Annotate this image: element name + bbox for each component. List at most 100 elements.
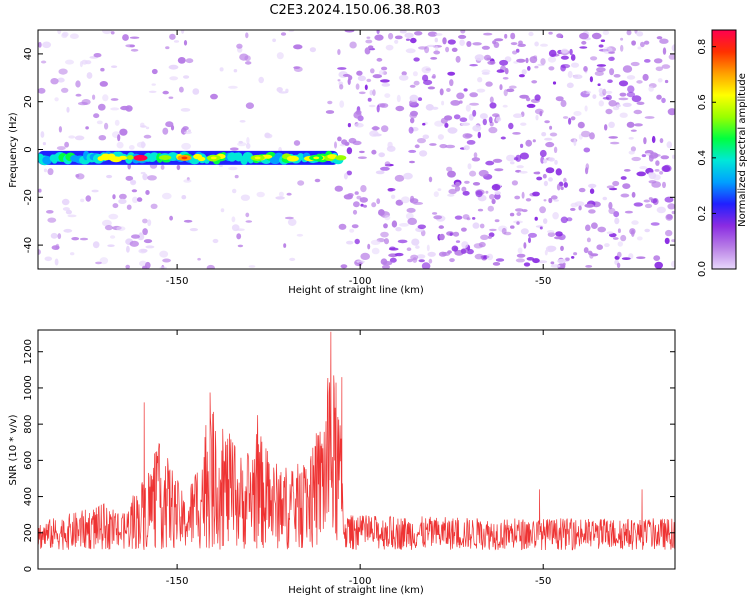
spectrogram-noise-blob <box>169 76 179 81</box>
spectrogram-noise-blob <box>125 44 136 48</box>
spectrogram-noise-blob <box>574 201 585 207</box>
spectrogram-noise-blob <box>560 216 568 224</box>
spectrogram-noise-blob <box>631 95 642 103</box>
spectrogram-noise-blob <box>240 194 250 201</box>
spectrogram-noise-blob <box>408 149 417 153</box>
spectrogram-noise-blob <box>586 237 591 243</box>
spectrogram-noise-blob <box>357 156 367 159</box>
spectrogram-noise-blob <box>339 84 344 90</box>
spectrogram-noise-blob <box>437 134 444 140</box>
spectrogram-noise-blob <box>666 214 673 220</box>
spectrogram-noise-blob <box>421 262 431 269</box>
spectrogram-noise-blob <box>631 40 636 46</box>
spectrogram-noise-blob <box>628 137 634 140</box>
spectrogram-noise-blob <box>550 261 555 265</box>
spectrogram-noise-blob <box>474 54 485 61</box>
spectrogram-noise-blob <box>636 31 644 37</box>
spectrogram-noise-blob <box>334 185 343 192</box>
spectrogram-noise-blob <box>181 142 192 150</box>
spectrogram-y-tick-label: -20 <box>23 189 34 205</box>
spectrogram-noise-blob <box>579 32 589 40</box>
spectrogram-noise-blob <box>417 97 423 101</box>
spectrogram-noise-blob <box>397 239 408 244</box>
spectrogram-noise-blob <box>418 259 425 263</box>
spectrogram-noise-blob <box>479 223 485 229</box>
spectrogram-noise-blob <box>548 49 557 58</box>
spectrogram-noise-blob <box>102 219 112 227</box>
spectrogram-noise-blob <box>482 118 487 126</box>
spectrogram-noise-blob <box>162 90 169 95</box>
spectrogram-noise-blob <box>102 30 112 35</box>
spectrogram-noise-blob <box>129 36 140 39</box>
band-peak-core <box>137 156 144 160</box>
spectrogram-noise-blob <box>413 57 420 62</box>
spectrogram-noise-blob <box>372 89 376 96</box>
spectrogram-noise-blob <box>528 232 537 238</box>
spectrogram-noise-blob <box>662 164 672 172</box>
spectrogram-noise-blob <box>636 171 646 177</box>
spectrogram-noise-blob <box>376 30 380 34</box>
spectrogram-noise-blob <box>644 59 651 63</box>
spectrogram-noise-blob <box>597 83 601 86</box>
colorbar-frame <box>711 29 737 270</box>
spectrogram-noise-blob <box>604 124 608 131</box>
spectrogram-noise-blob <box>588 183 597 188</box>
spectrogram-noise-blob <box>338 223 347 230</box>
spectrogram-noise-blob <box>543 180 549 187</box>
spectrogram-noise-blob <box>408 126 414 134</box>
spectrogram-noise-blob <box>567 70 573 79</box>
spectrogram-noise-blob <box>610 141 620 145</box>
spectrogram-noise-blob <box>502 77 509 80</box>
spectrogram-noise-blob <box>119 128 128 136</box>
spectrogram-x-tick-label: -100 <box>349 276 372 287</box>
colorbar-tick-label: 0.2 <box>697 205 708 221</box>
spectrogram-noise-blob <box>129 240 139 247</box>
spectrogram-noise-blob <box>410 37 417 44</box>
spectrogram-noise-blob <box>347 193 354 197</box>
spectrogram-noise-blob <box>388 32 394 40</box>
spectrogram-noise-blob <box>590 56 598 61</box>
spectrogram-noise-blob <box>472 182 481 186</box>
spectrogram-noise-blob <box>552 212 559 220</box>
spectrogram-noise-blob <box>427 86 436 90</box>
spectrogram-noise-blob <box>176 164 181 171</box>
spectrogram-noise-blob <box>631 191 636 198</box>
spectrogram-noise-blob <box>394 39 399 44</box>
spectrogram-noise-blob <box>473 152 478 159</box>
colorbar: 0.0 0.2 0.4 0.6 0.8 Normalized spectral ampl… <box>697 29 748 277</box>
spectrogram-noise-blob <box>111 65 118 68</box>
spectrogram-noise-blob <box>58 68 68 75</box>
spectrogram-noise-blob <box>381 66 388 71</box>
spectrogram-noise-blob <box>346 240 354 245</box>
spectrogram-noise-blob <box>469 92 479 98</box>
spectrogram-noise-blob <box>351 224 359 229</box>
spectrogram-noise-blob <box>449 258 455 263</box>
spectrogram-noise-blob <box>488 116 493 124</box>
spectrogram-noise-blob <box>466 41 472 47</box>
spectrogram-noise-blob <box>602 30 610 36</box>
spectrogram-noise-blob <box>296 233 304 237</box>
spectrogram-noise-blob <box>231 216 236 223</box>
spectrogram-noise-blob <box>162 258 172 263</box>
spectrogram-noise-blob <box>536 176 543 181</box>
spectrogram-noise-blob <box>106 174 113 179</box>
spectrogram-noise-blob <box>509 212 515 217</box>
spectrogram-noise-blob <box>456 92 465 100</box>
spectrogram-noise-blob <box>543 218 548 225</box>
spectrogram-noise-blob <box>540 58 546 65</box>
spectrogram-noise-blob <box>557 258 566 264</box>
spectrogram-noise-blob <box>354 238 360 245</box>
spectrogram-noise-blob <box>534 41 539 47</box>
spectrogram-noise-blob <box>99 257 109 265</box>
snr-y-tick-label: 200 <box>23 523 34 542</box>
spectrogram-noise-blob <box>550 195 558 200</box>
spectrogram-noise-blob <box>459 117 468 122</box>
spectrogram-noise-blob <box>427 44 436 48</box>
spectrogram-noise-blob <box>132 196 138 203</box>
band-hot-segment <box>158 155 172 161</box>
spectrogram-noise-blob <box>584 105 588 112</box>
spectrogram-noise-blob <box>70 252 75 256</box>
spectrogram-noise-blob <box>38 249 41 255</box>
spectrogram-noise-blob <box>644 203 653 209</box>
spectrogram-noise-blob <box>562 116 569 119</box>
